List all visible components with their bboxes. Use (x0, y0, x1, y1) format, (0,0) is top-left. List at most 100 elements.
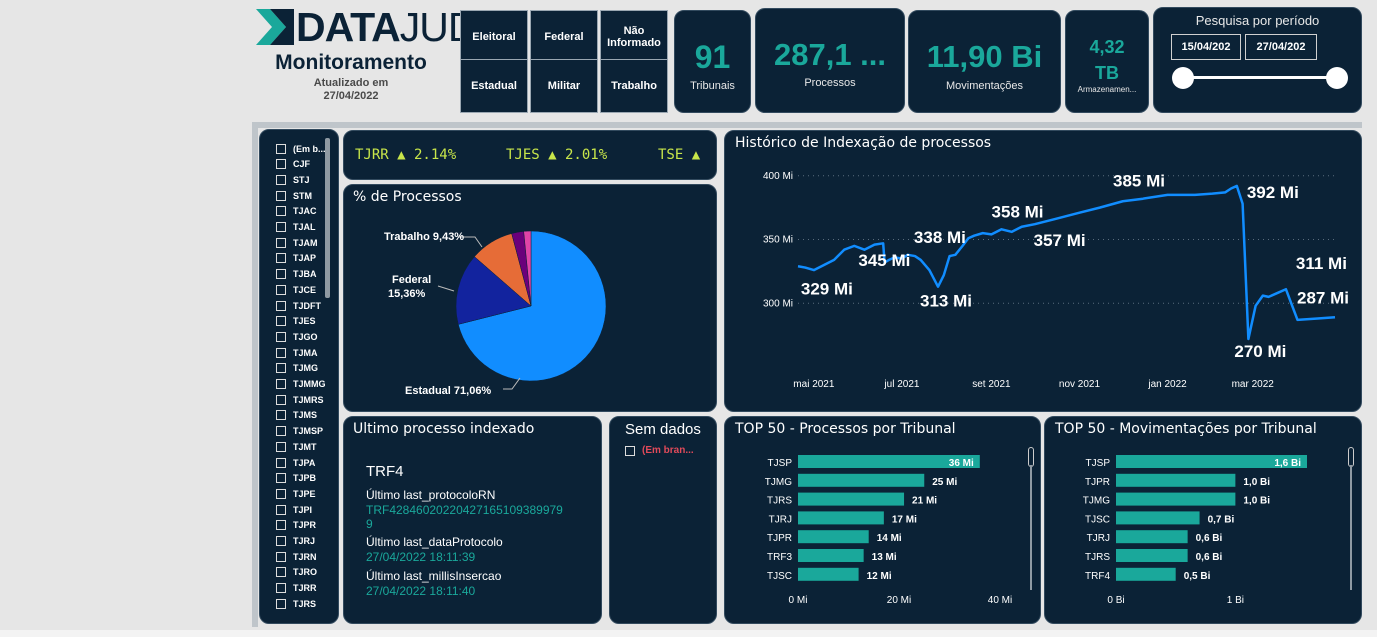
checkbox[interactable] (276, 316, 286, 327)
segment-button-trabalho[interactable]: Trabalho (600, 59, 668, 113)
bar[interactable] (1116, 511, 1200, 525)
period-slider-start-handle[interactable] (1172, 67, 1194, 89)
top-processos-scrollbar[interactable] (1028, 447, 1034, 467)
filter-item[interactable]: TJRN (276, 549, 317, 564)
filter-item[interactable]: TJCE (276, 282, 316, 297)
filter-item[interactable]: TJRR (276, 581, 317, 596)
segment-button-eleitoral[interactable]: Eleitoral (460, 10, 528, 64)
checkbox[interactable] (276, 222, 286, 232)
checkbox[interactable] (276, 143, 286, 154)
pie-chart[interactable]: Trabalho 9,43% Federal 15,36% Estadual 7… (344, 185, 717, 412)
filter-item[interactable]: TJAP (276, 251, 316, 266)
period-slider-end-handle[interactable] (1326, 67, 1348, 89)
bar[interactable] (798, 473, 925, 487)
checkbox[interactable] (276, 206, 286, 217)
filter-item[interactable]: TJDFT (276, 298, 321, 313)
filter-item[interactable]: TJMS (276, 408, 317, 423)
checkbox[interactable] (276, 379, 286, 389)
checkbox[interactable] (276, 457, 286, 468)
checkbox[interactable] (276, 504, 286, 515)
filter-item[interactable]: TJPA (276, 455, 315, 470)
filter-item[interactable]: TJMRS (276, 392, 324, 407)
filter-item[interactable]: TJPB (276, 471, 316, 486)
checkbox[interactable] (276, 159, 286, 170)
top-movimentacoes-scrollbar[interactable] (1348, 447, 1354, 467)
filter-item[interactable]: STM (276, 188, 312, 203)
filter-item[interactable]: TJPR (276, 518, 316, 533)
pie-slice-estadual[interactable] (457, 230, 607, 382)
checkbox[interactable] (276, 284, 286, 295)
bar[interactable] (798, 511, 884, 525)
top-movimentacoes-bar-chart[interactable]: TJSP 1,6 Bi TJPR 1,0 Bi TJMG 1,0 Bi TJSC 0,7 Bi… (1045, 417, 1362, 624)
filter-item[interactable]: TJRO (276, 565, 317, 580)
bar[interactable] (1116, 549, 1188, 562)
segment-button-federal[interactable]: Federal (530, 10, 598, 64)
bar[interactable] (1116, 492, 1236, 506)
filter-item[interactable]: TJRJ (276, 534, 315, 549)
tribunal-filter-scrollbar[interactable] (325, 138, 330, 298)
bar[interactable] (1116, 567, 1176, 581)
filter-item[interactable]: TJMA (276, 345, 318, 360)
checkbox[interactable] (276, 300, 286, 311)
segment-button-estadual[interactable]: Estadual (460, 59, 528, 113)
filter-item[interactable]: TJMG (276, 361, 318, 376)
checkbox[interactable] (276, 237, 286, 248)
filter-item[interactable]: TJRS (276, 596, 316, 611)
filter-item[interactable]: TJAC (276, 204, 317, 219)
period-start-input[interactable]: 15/04/202 (1171, 34, 1241, 60)
bar[interactable] (1116, 455, 1307, 468)
checkbox[interactable] (276, 488, 286, 499)
checkbox[interactable] (276, 347, 286, 358)
sem-dados-item[interactable]: (Em bran... (625, 445, 694, 456)
filter-item[interactable]: TJMMG (276, 377, 326, 392)
filter-item[interactable]: TJMSP (276, 424, 323, 439)
checkbox[interactable] (276, 551, 286, 562)
bar[interactable] (798, 530, 869, 544)
checkbox[interactable] (276, 441, 286, 452)
checkbox[interactable] (276, 253, 286, 264)
bar-value-label: 17 Mi (892, 514, 917, 525)
checkbox[interactable] (276, 473, 286, 484)
filter-item[interactable]: TJBA (276, 267, 317, 282)
checkbox[interactable] (276, 190, 286, 201)
checkbox[interactable] (625, 445, 635, 456)
checkbox[interactable] (276, 426, 286, 437)
pie-slice-federal[interactable] (455, 256, 532, 325)
history-line-chart[interactable]: 400 Mi 350 Mi 300 Mi mai 2021 jul 2021 set 20… (725, 131, 1362, 412)
bar[interactable] (798, 455, 980, 468)
bar[interactable] (1116, 473, 1236, 487)
checkbox[interactable] (276, 567, 286, 578)
filter-item[interactable]: (Em b... (276, 141, 326, 156)
filter-item[interactable]: TJPI (276, 502, 312, 517)
kpi-card-tribunais: 91 Tribunais (674, 10, 751, 113)
filter-item[interactable]: TJPE (276, 486, 316, 501)
segment-button-militar[interactable]: Militar (530, 59, 598, 113)
filter-item[interactable]: STJ (276, 172, 310, 187)
filter-item[interactable]: TJAL (276, 220, 316, 235)
segment-button-nao-informado[interactable]: Não Informado (600, 10, 668, 64)
checkbox[interactable] (276, 394, 286, 405)
checkbox[interactable] (276, 536, 286, 546)
history-series-line[interactable] (797, 184, 1336, 341)
bar[interactable] (1116, 530, 1188, 544)
checkbox[interactable] (276, 331, 286, 342)
checkbox[interactable] (276, 598, 286, 609)
checkbox[interactable] (276, 363, 286, 374)
checkbox[interactable] (276, 269, 286, 280)
pie-slice-outros[interactable] (523, 230, 532, 307)
filter-item[interactable]: TJGO (276, 329, 318, 344)
checkbox[interactable] (276, 410, 286, 421)
checkbox[interactable] (276, 583, 286, 594)
bar[interactable] (798, 549, 864, 562)
filter-item[interactable]: TJES (276, 314, 316, 329)
period-end-input[interactable]: 27/04/202 (1245, 34, 1317, 60)
top-processos-bar-chart[interactable]: TJSP 36 Mi TJMG 25 Mi TJRS 21 Mi TJRJ 17 Mi TJPR… (725, 417, 1041, 624)
filter-item[interactable]: CJF (276, 157, 310, 172)
checkbox[interactable] (276, 520, 286, 531)
filter-item[interactable]: TJMT (276, 439, 317, 454)
checkbox[interactable] (276, 174, 286, 185)
bar[interactable] (798, 567, 859, 581)
bar[interactable] (798, 492, 905, 506)
x-tick-label: jan 2022 (1147, 379, 1187, 390)
filter-item[interactable]: TJAM (276, 235, 318, 250)
